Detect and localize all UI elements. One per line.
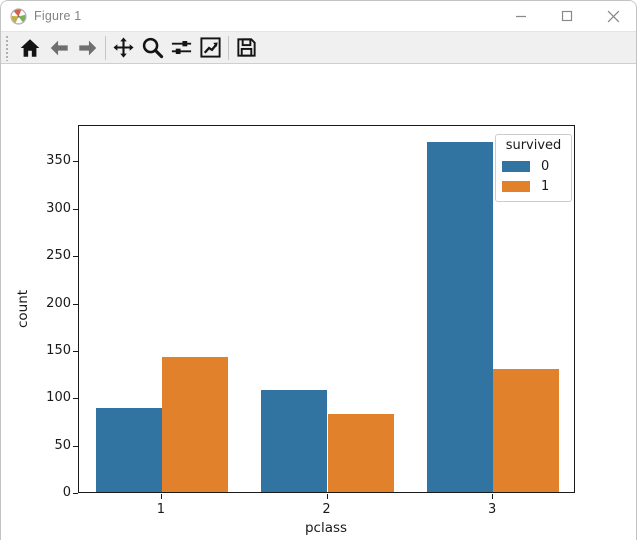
- y-tick: [73, 445, 78, 447]
- save-button[interactable]: [232, 33, 261, 62]
- close-button[interactable]: [590, 1, 636, 31]
- maximize-button[interactable]: [544, 1, 590, 31]
- legend-entry: 1: [502, 176, 565, 196]
- minimize-button[interactable]: [498, 1, 544, 31]
- bar-pclass1-survived0: [95, 407, 162, 492]
- y-tick-label: 300: [46, 200, 71, 216]
- back-arrow-icon: [50, 40, 68, 55]
- back-button[interactable]: [44, 33, 73, 62]
- pan-icon: [113, 37, 134, 58]
- y-tick: [73, 398, 78, 400]
- y-tick-label: 350: [46, 153, 71, 169]
- legend-entry: 0: [502, 156, 565, 176]
- y-tick: [73, 493, 78, 494]
- navigation-toolbar: [1, 31, 636, 64]
- x-tick-label: 1: [156, 502, 165, 517]
- save-floppy-icon: [237, 38, 256, 57]
- legend-swatch-survived-1: [502, 180, 530, 192]
- line-chart-icon: [200, 37, 221, 58]
- close-icon: [607, 10, 619, 22]
- sliders-icon: [171, 40, 192, 55]
- toolbar-separator: [105, 35, 106, 60]
- figure-canvas: count pclass survived 0 1 0 50 100 150 200 25…: [1, 64, 636, 540]
- x-tick-label: 3: [488, 502, 497, 517]
- y-tick: [73, 303, 78, 305]
- bar-pclass3-survived0: [426, 141, 494, 492]
- legend-title: survived: [505, 138, 562, 153]
- y-tick-label: 250: [46, 248, 71, 264]
- minimize-icon: [516, 15, 526, 18]
- y-tick: [73, 161, 78, 163]
- bar-pclass3-survived1: [493, 368, 560, 492]
- edit-axes-button[interactable]: [196, 33, 225, 62]
- x-tick: [492, 494, 494, 499]
- configure-subplots-button[interactable]: [167, 33, 196, 62]
- bar-pclass2-survived0: [261, 389, 328, 492]
- legend: survived 0 1: [495, 134, 572, 202]
- legend-label: 0: [541, 158, 550, 174]
- plot-area[interactable]: [78, 125, 575, 493]
- x-tick: [326, 494, 328, 499]
- y-tick-label: 50: [54, 437, 71, 453]
- forward-arrow-icon: [78, 40, 96, 55]
- x-tick-label: 2: [322, 502, 331, 517]
- x-tick: [160, 494, 162, 499]
- window-title: Figure 1: [34, 9, 82, 23]
- legend-label: 1: [541, 178, 550, 194]
- y-tick-label: 200: [46, 295, 71, 311]
- zoom-button[interactable]: [138, 33, 167, 62]
- y-tick-label: 100: [46, 390, 71, 406]
- legend-swatch-survived-0: [502, 160, 530, 172]
- pan-button[interactable]: [109, 33, 138, 62]
- matplotlib-logo-icon: [10, 7, 27, 25]
- y-tick: [73, 350, 78, 352]
- bar-pclass2-survived1: [327, 414, 394, 492]
- x-axis-label: pclass: [304, 520, 348, 536]
- maximize-icon: [561, 10, 573, 22]
- y-tick: [73, 256, 78, 258]
- toolbar-separator: [228, 35, 229, 60]
- home-button[interactable]: [15, 33, 44, 62]
- forward-button[interactable]: [73, 33, 102, 62]
- y-tick-label: 150: [46, 342, 71, 358]
- y-tick: [73, 208, 78, 210]
- bar-pclass1-survived1: [161, 356, 229, 492]
- y-tick-label: 0: [62, 485, 71, 500]
- titlebar[interactable]: Figure 1: [1, 1, 636, 31]
- home-icon: [20, 38, 39, 57]
- window-controls: [498, 1, 636, 31]
- magnifier-icon: [142, 37, 164, 59]
- toolbar-grip[interactable]: [5, 34, 9, 61]
